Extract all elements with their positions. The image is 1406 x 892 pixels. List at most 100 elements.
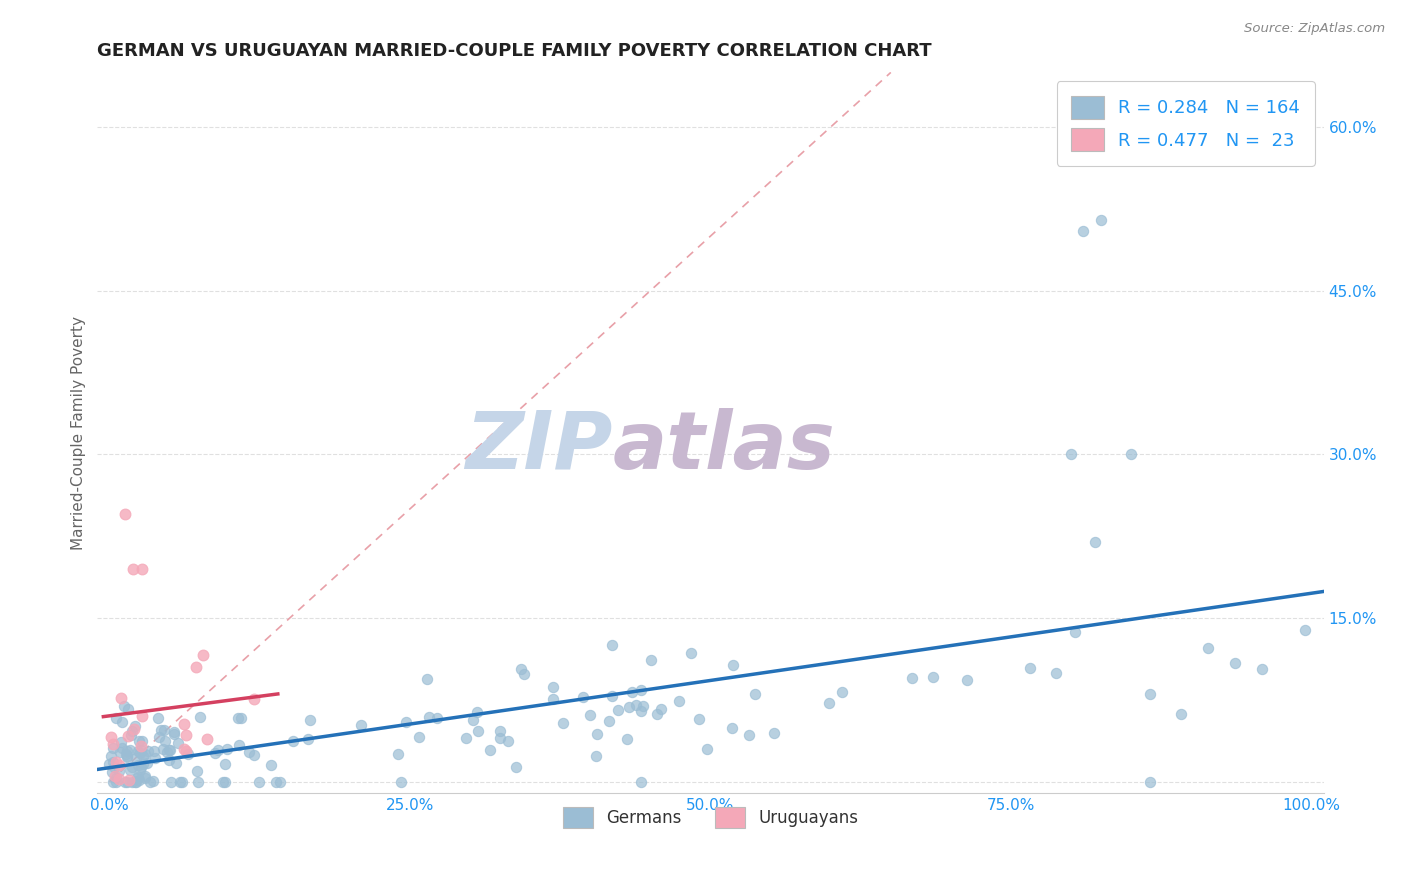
- Point: [152, 741, 174, 756]
- Point: [543, 692, 565, 706]
- Point: [114, 747, 136, 761]
- Point: [125, 751, 148, 765]
- Point: [101, 756, 124, 770]
- Point: [101, 737, 124, 751]
- Point: [153, 723, 176, 737]
- Point: [744, 687, 766, 701]
- Point: [259, 758, 281, 772]
- Point: [142, 773, 165, 788]
- Point: [217, 742, 239, 756]
- Point: [350, 718, 373, 732]
- Point: [127, 770, 149, 784]
- Point: [389, 774, 412, 789]
- Point: [831, 685, 853, 699]
- Point: [157, 753, 180, 767]
- Point: [297, 731, 319, 746]
- Point: [169, 774, 191, 789]
- Point: [456, 731, 478, 745]
- Point: [188, 710, 211, 724]
- Point: [98, 757, 121, 772]
- Y-axis label: Married-Couple Family Poverty: Married-Couple Family Poverty: [72, 316, 86, 549]
- Point: [131, 734, 153, 748]
- Point: [129, 760, 152, 774]
- Point: [131, 708, 153, 723]
- Text: GERMAN VS URUGUAYAN MARRIED-COUPLE FAMILY POVERTY CORRELATION CHART: GERMAN VS URUGUAYAN MARRIED-COUPLE FAMIL…: [97, 42, 932, 60]
- Point: [163, 727, 186, 741]
- Point: [242, 692, 264, 706]
- Point: [134, 769, 156, 783]
- Point: [121, 723, 143, 738]
- Point: [104, 755, 127, 769]
- Point: [553, 716, 575, 731]
- Point: [120, 728, 142, 742]
- Point: [489, 731, 512, 745]
- Point: [104, 769, 127, 783]
- Point: [214, 757, 236, 772]
- Point: [1139, 774, 1161, 789]
- Point: [1071, 224, 1094, 238]
- Point: [103, 760, 125, 774]
- Point: [127, 771, 149, 785]
- Point: [124, 719, 146, 733]
- Point: [1018, 661, 1040, 675]
- Point: [395, 714, 418, 729]
- Point: [160, 774, 183, 789]
- Point: [238, 745, 260, 759]
- Point: [134, 747, 156, 761]
- Point: [630, 774, 652, 789]
- Point: [174, 744, 197, 758]
- Point: [1197, 641, 1219, 656]
- Point: [134, 772, 156, 786]
- Point: [101, 765, 124, 780]
- Point: [696, 741, 718, 756]
- Point: [1121, 447, 1143, 461]
- Point: [408, 730, 430, 744]
- Point: [149, 723, 172, 738]
- Point: [191, 648, 214, 662]
- Point: [626, 698, 648, 712]
- Point: [668, 694, 690, 708]
- Point: [1090, 212, 1112, 227]
- Point: [156, 745, 179, 759]
- Point: [461, 713, 484, 727]
- Point: [136, 744, 159, 758]
- Point: [900, 671, 922, 685]
- Point: [100, 731, 122, 745]
- Point: [135, 756, 157, 771]
- Point: [105, 771, 128, 785]
- Point: [281, 734, 304, 748]
- Point: [956, 673, 979, 688]
- Point: [586, 727, 609, 741]
- Point: [620, 684, 643, 698]
- Point: [585, 749, 607, 764]
- Point: [488, 723, 510, 738]
- Point: [1064, 625, 1087, 640]
- Point: [111, 714, 134, 729]
- Point: [174, 728, 197, 742]
- Point: [1294, 624, 1316, 638]
- Point: [214, 774, 236, 789]
- Point: [148, 730, 170, 744]
- Point: [112, 698, 135, 713]
- Point: [1170, 706, 1192, 721]
- Point: [131, 748, 153, 763]
- Point: [173, 741, 195, 756]
- Point: [111, 741, 134, 756]
- Point: [117, 749, 139, 764]
- Point: [640, 653, 662, 667]
- Point: [226, 711, 249, 725]
- Point: [105, 711, 128, 725]
- Point: [132, 756, 155, 771]
- Point: [165, 756, 187, 771]
- Text: atlas: atlas: [613, 408, 835, 486]
- Point: [720, 722, 742, 736]
- Point: [619, 699, 641, 714]
- Point: [143, 751, 166, 765]
- Point: [131, 562, 153, 576]
- Point: [127, 744, 149, 758]
- Point: [142, 744, 165, 758]
- Point: [505, 760, 527, 774]
- Point: [579, 707, 602, 722]
- Point: [1060, 447, 1083, 461]
- Point: [228, 738, 250, 752]
